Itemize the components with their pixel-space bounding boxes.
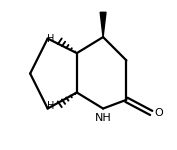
Polygon shape (100, 12, 106, 37)
Text: H: H (47, 101, 54, 111)
Text: NH: NH (95, 113, 112, 123)
Text: O: O (154, 108, 163, 118)
Text: H: H (47, 34, 54, 44)
